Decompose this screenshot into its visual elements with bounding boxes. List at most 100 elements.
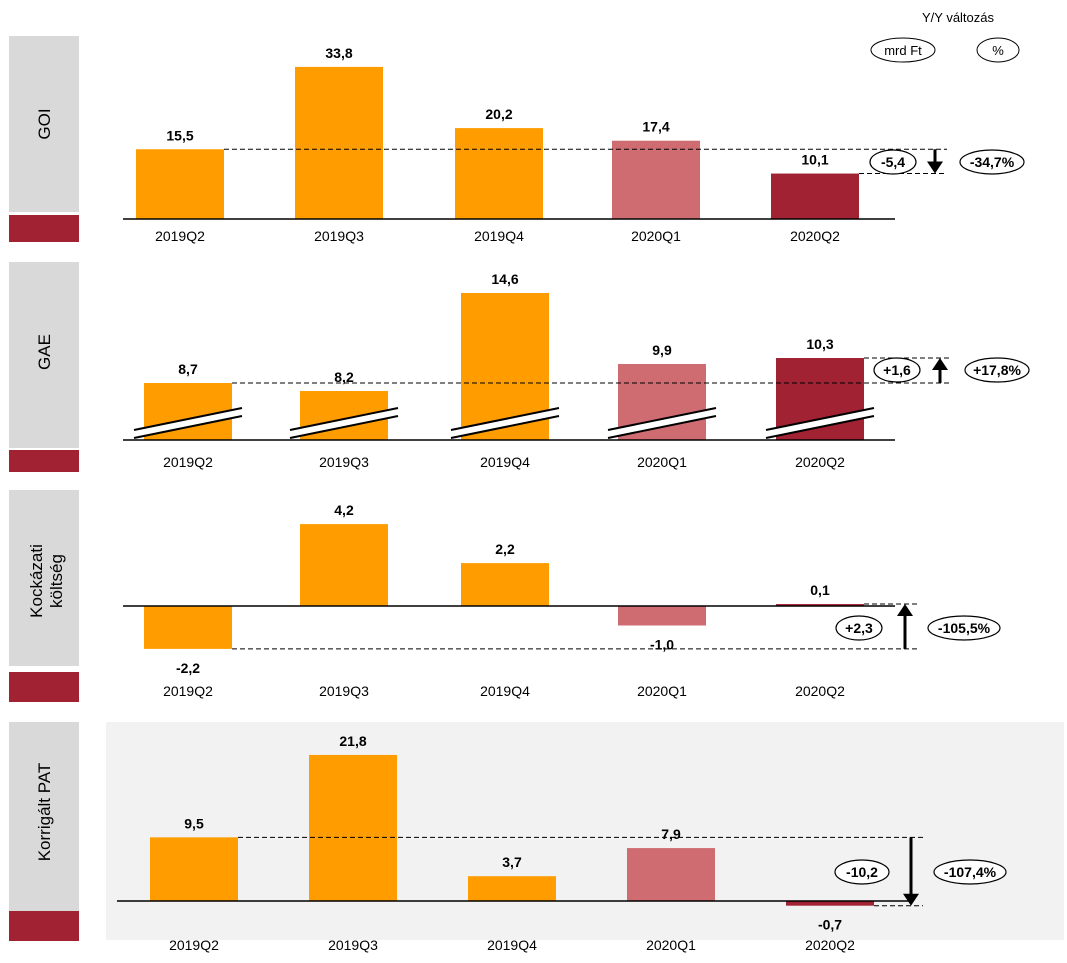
side-label-accent xyxy=(9,215,79,242)
category-label: 2020Q2 xyxy=(790,228,840,244)
value-label: 4,2 xyxy=(334,502,354,518)
value-label: 7,9 xyxy=(661,826,681,842)
bar-2019q4 xyxy=(455,128,543,219)
value-label: 2,2 xyxy=(495,541,515,557)
category-label: 2020Q2 xyxy=(795,683,845,699)
bar-2020q1 xyxy=(627,848,715,901)
category-label: 2020Q2 xyxy=(795,454,845,470)
category-label: 2020Q2 xyxy=(805,937,855,953)
value-label: -1,0 xyxy=(650,637,674,653)
value-label: -0,7 xyxy=(818,917,842,933)
category-label: 2019Q4 xyxy=(487,937,537,953)
side-label-line: Korrigált PAT xyxy=(35,763,54,862)
bar-2019q3 xyxy=(309,754,397,901)
axis-break-line xyxy=(289,407,399,431)
side-label-accent xyxy=(9,450,79,472)
bar-2019q3 xyxy=(300,524,388,606)
change-abs-value: +1,6 xyxy=(883,362,911,378)
panel-kock-zati-k-lts-g: Kockázatiköltség -2,2 2019Q2 4,2 2019Q3 2,2 20… xyxy=(9,490,1001,702)
axis-break-line xyxy=(450,407,560,431)
value-label: 9,9 xyxy=(652,342,672,358)
bar-2019q4 xyxy=(461,563,549,606)
side-label-accent xyxy=(9,911,79,941)
change-abs-pill xyxy=(869,149,917,175)
bar-2020q1 xyxy=(618,606,706,626)
bar-2019q2 xyxy=(150,837,238,901)
category-label: 2019Q4 xyxy=(480,454,530,470)
axis-break-line xyxy=(765,415,875,439)
value-label: 17,4 xyxy=(642,119,669,135)
axis-break-line xyxy=(607,415,717,439)
category-label: 2019Q2 xyxy=(155,228,205,244)
category-label: 2019Q4 xyxy=(474,228,524,244)
axis-break-gap xyxy=(608,408,716,438)
unit-abs-label: mrd Ft xyxy=(884,43,922,58)
side-label-line: költség xyxy=(47,554,66,608)
side-label-panel xyxy=(9,490,79,666)
change-abs-pill xyxy=(835,615,883,641)
category-label: 2020Q1 xyxy=(631,228,681,244)
value-label: 8,2 xyxy=(334,369,354,385)
change-abs-value: -10,2 xyxy=(846,864,878,880)
value-label: 14,6 xyxy=(491,271,518,287)
value-label: 33,8 xyxy=(325,45,352,61)
change-pct-value: -107,4% xyxy=(944,864,997,880)
change-abs-value: +2,3 xyxy=(845,620,873,636)
change-pct-pill xyxy=(933,859,1007,885)
unit-pct-label: % xyxy=(992,43,1004,58)
category-label: 2019Q3 xyxy=(319,454,369,470)
value-label: 3,7 xyxy=(502,854,522,870)
bar-2019q2 xyxy=(136,149,224,219)
side-label-line: GAE xyxy=(35,334,54,370)
axis-break-line xyxy=(133,415,243,439)
header-title: Y/Y változás xyxy=(922,10,995,25)
change-arrow-head xyxy=(927,161,943,174)
side-label: Kockázatiköltség xyxy=(27,544,66,618)
change-abs-pill xyxy=(834,859,890,885)
axis-break-gap xyxy=(766,408,874,438)
unit-pct-pill xyxy=(976,37,1020,63)
side-label-line: Kockázati xyxy=(27,544,46,618)
change-arrow-head xyxy=(903,893,919,906)
bar-2020q2 xyxy=(771,173,859,219)
change-arrow-head xyxy=(932,358,948,370)
change-arrow-head xyxy=(897,604,913,617)
change-pct-pill xyxy=(927,615,1001,641)
change-pct-value: -34,7% xyxy=(970,154,1015,170)
category-label: 2019Q2 xyxy=(163,454,213,470)
bar-2019q3 xyxy=(295,66,383,220)
axis-break-gap xyxy=(134,408,242,438)
axis-break-line xyxy=(765,407,875,431)
category-label: 2019Q3 xyxy=(328,937,378,953)
bar-2019q2 xyxy=(144,606,232,649)
value-label: -2,2 xyxy=(176,660,200,676)
value-label: 8,7 xyxy=(178,361,198,377)
side-label: Korrigált PAT xyxy=(35,763,54,862)
category-label: 2020Q1 xyxy=(637,683,687,699)
change-pct-value: +17,8% xyxy=(973,362,1021,378)
side-label-panel xyxy=(9,262,79,448)
change-pct-pill xyxy=(964,357,1030,383)
panel-goi: GOI 15,5 2019Q2 33,8 2019Q3 20,2 2019Q4 17,4 202… xyxy=(9,36,1025,244)
side-label: GOI xyxy=(35,108,54,139)
change-abs-value: -5,4 xyxy=(881,154,905,170)
value-label: 0,1 xyxy=(810,582,830,598)
category-label: 2019Q3 xyxy=(319,683,369,699)
bar-2020q1 xyxy=(612,140,700,219)
value-label: 10,1 xyxy=(801,152,828,168)
bar-2019q4 xyxy=(468,876,556,901)
side-label: GAE xyxy=(35,334,54,370)
value-label: 10,3 xyxy=(806,336,833,352)
panel-background xyxy=(106,722,1064,940)
axis-break-line xyxy=(289,415,399,439)
value-label: 15,5 xyxy=(166,127,193,143)
category-label: 2019Q3 xyxy=(314,228,364,244)
axis-break-line xyxy=(607,407,717,431)
bar-2020q2 xyxy=(786,901,874,906)
axis-break-line xyxy=(133,407,243,431)
axis-break-gap xyxy=(290,408,398,438)
category-label: 2020Q1 xyxy=(646,937,696,953)
axis-break-gap xyxy=(451,408,559,438)
side-label-panel xyxy=(9,36,79,212)
